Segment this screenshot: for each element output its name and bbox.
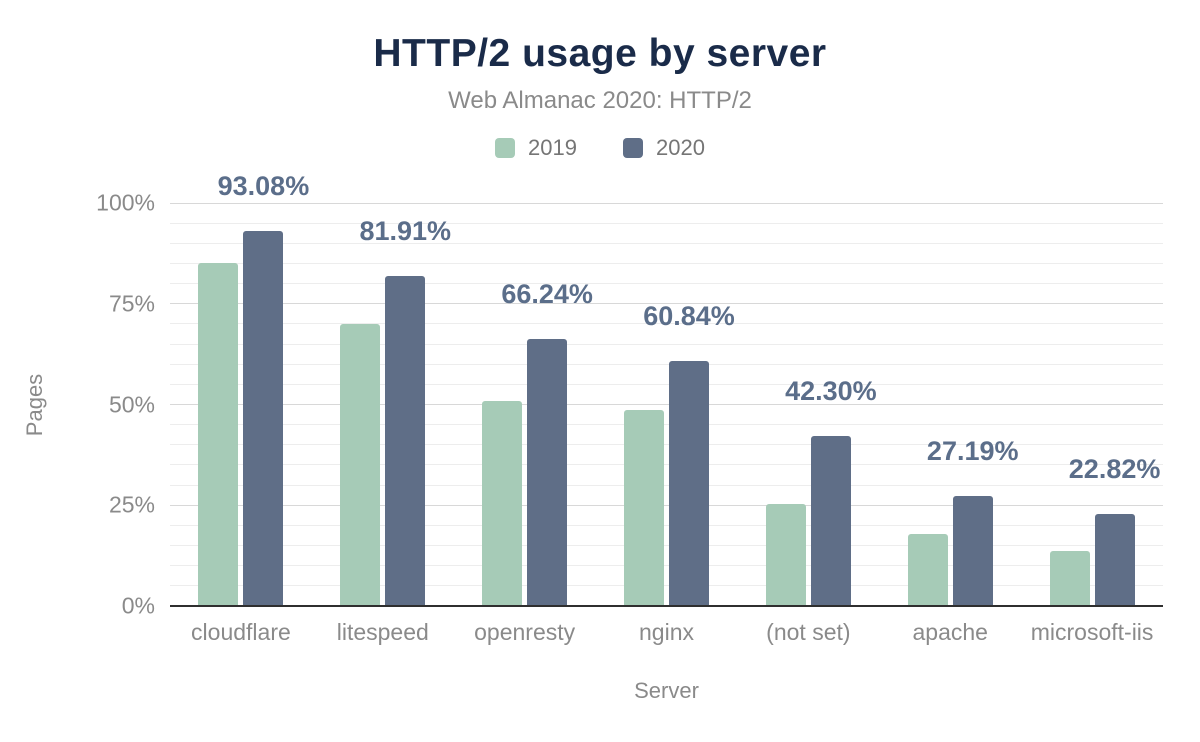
x-tick-label-cloudflare: cloudflare <box>191 619 291 645</box>
x-tick-label-litespeed: litespeed <box>336 619 429 645</box>
bar-pair: 22.82% microsoft-iis <box>1031 203 1161 644</box>
bar-2020-cloudflare[interactable] <box>243 230 284 606</box>
y-tick-label: 0% <box>121 592 155 619</box>
gridline-minor <box>170 484 1163 486</box>
x-tick-label-openresty: openresty <box>474 619 576 645</box>
bar-2020-nginx[interactable] <box>669 360 709 606</box>
gridline-major <box>170 202 1163 204</box>
bar-group-apache: 27.19% apache <box>879 203 1021 644</box>
bar-2020-(not set)[interactable] <box>810 435 851 606</box>
bar-2019-microsoft-iis[interactable] <box>1049 550 1090 606</box>
gridline-minor <box>170 242 1163 244</box>
gridline-minor <box>170 323 1163 325</box>
bar-2020-microsoft-iis[interactable] <box>1094 514 1135 606</box>
x-tick-label-(not set): (not set) <box>766 619 851 645</box>
bar-pair: 81.91% litespeed <box>337 203 451 643</box>
gridline-major <box>170 404 1163 405</box>
gridline-minor <box>170 524 1163 526</box>
chart-subtitle: Web Almanac 2020: HTTP/2 <box>448 87 752 114</box>
gridline-minor <box>170 464 1163 466</box>
bar-pair: 60.84% nginx <box>624 203 735 644</box>
bar-group-cloudflare: 93.08% cloudflare <box>170 172 312 643</box>
legend-label: 2020 <box>656 135 705 160</box>
gridline-minor <box>170 565 1163 567</box>
bar-2019-openresty[interactable] <box>482 400 523 606</box>
value-label-litespeed: 81.91% <box>359 215 452 246</box>
bar-2019-litespeed[interactable] <box>340 323 381 606</box>
gridline-minor <box>170 383 1163 385</box>
bar-group-litespeed: 81.91% litespeed <box>312 203 454 643</box>
gridline-minor <box>170 444 1163 446</box>
bar-2020-openresty[interactable] <box>527 339 568 606</box>
x-tick-label-nginx: nginx <box>639 619 694 645</box>
bar-2020-litespeed[interactable] <box>385 275 426 606</box>
bar-2019-nginx[interactable] <box>624 409 664 606</box>
bar-pair: 42.30% (not set) <box>765 203 877 644</box>
bar-2019-(not set)[interactable] <box>765 504 806 606</box>
x-axis-title: Server <box>634 678 699 703</box>
x-axis-line <box>170 605 1163 607</box>
legend-swatch-2020 <box>623 138 643 158</box>
bar-2019-cloudflare[interactable] <box>198 262 239 606</box>
value-label-(not set): 42.30% <box>785 375 877 406</box>
page-title: HTTP/2 usage by server <box>373 32 827 75</box>
y-tick-labels: 0% 25% 50% 75% 100% <box>96 191 1163 617</box>
value-label-openresty: 66.24% <box>501 279 593 310</box>
gridline-minor <box>170 222 1163 224</box>
y-tick-label: 50% <box>108 391 155 417</box>
gridline-minor <box>170 283 1163 285</box>
value-label-nginx: 60.84% <box>643 300 735 331</box>
gridline-minor <box>170 363 1163 365</box>
bar-group-openresty: 66.24% openresty <box>454 203 596 644</box>
gridline-minor <box>170 343 1163 345</box>
y-tick-label: 25% <box>108 491 155 518</box>
value-label-apache: 27.19% <box>926 436 1019 467</box>
legend-label: 2019 <box>528 135 577 160</box>
gridline-minor <box>170 424 1163 426</box>
gridlines <box>170 202 1163 606</box>
gridline-minor <box>170 545 1163 547</box>
bar-pair: 66.24% openresty <box>474 203 593 644</box>
legend-item-2020[interactable]: 2020 <box>623 137 705 159</box>
bar-group-(not set): 42.30% (not set) <box>737 203 879 644</box>
chart-legend: 2019 2020 <box>0 137 1200 159</box>
plot-area: 0% 25% 50% 75% 100% 93.08% cloudflare 81.91% li… <box>96 172 1163 644</box>
y-tick-label: 75% <box>108 290 155 317</box>
value-label-cloudflare: 93.08% <box>217 170 310 201</box>
x-tick-label-microsoft-iis: microsoft-iis <box>1030 619 1154 645</box>
bar-2019-apache[interactable] <box>907 534 948 606</box>
y-tick-label: 100% <box>96 189 155 216</box>
bar-pair: 27.19% apache <box>907 203 1019 644</box>
legend-item-2019[interactable]: 2019 <box>495 137 577 159</box>
x-tick-label-apache: apache <box>912 619 988 645</box>
bar-pair: 93.08% cloudflare <box>191 172 309 643</box>
legend-swatch-2019 <box>495 138 516 158</box>
bar-2020-apache[interactable] <box>952 496 993 606</box>
bar-groups: 93.08% cloudflare 81.91% litespeed 66.24% ope… <box>170 172 1163 644</box>
gridline-minor <box>170 585 1163 587</box>
y-axis-title: Pages <box>22 373 47 437</box>
gridline-major <box>170 303 1163 305</box>
value-label-microsoft-iis: 22.82% <box>1068 454 1161 485</box>
gridline-minor <box>170 262 1163 264</box>
bar-group-nginx: 60.84% nginx <box>596 203 738 644</box>
bar-group-microsoft-iis: 22.82% microsoft-iis <box>1021 203 1163 644</box>
gridline-major <box>170 504 1163 506</box>
